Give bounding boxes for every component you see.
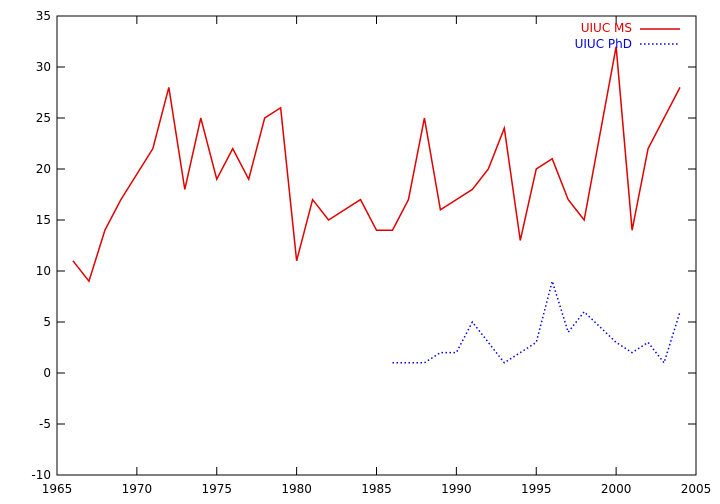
y-tick-label: 10 bbox=[36, 264, 51, 278]
legend-label-phd: UIUC PhD bbox=[575, 37, 632, 51]
x-tick-label: 1985 bbox=[361, 482, 392, 496]
series-layer bbox=[72, 46, 681, 365]
x-tick-label: 1965 bbox=[42, 482, 73, 496]
y-tick-label: 20 bbox=[36, 162, 51, 176]
y-tick-label: 0 bbox=[43, 366, 51, 380]
x-tick-label: 1995 bbox=[521, 482, 552, 496]
y-tick-label: 5 bbox=[43, 315, 51, 329]
x-tick-label: 1990 bbox=[441, 482, 472, 496]
legend: UIUC MS UIUC PhD bbox=[575, 21, 680, 51]
y-axis: -10 -5 0 5 10 15 20 25 30 35 bbox=[31, 9, 696, 482]
legend-label-ms: UIUC MS bbox=[581, 21, 632, 35]
y-tick-label: 15 bbox=[36, 213, 51, 227]
x-tick-label: 2005 bbox=[681, 482, 712, 496]
y-tick-label: 35 bbox=[36, 9, 51, 23]
x-tick-label: 1975 bbox=[201, 482, 232, 496]
y-tick-label: -10 bbox=[31, 468, 51, 482]
plot-frame bbox=[56, 15, 697, 476]
series-line-ms bbox=[72, 46, 681, 283]
y-tick-label: 30 bbox=[36, 60, 51, 74]
y-tick-label: 25 bbox=[36, 111, 51, 125]
x-tick-label: 1970 bbox=[122, 482, 153, 496]
y-tick-label: -5 bbox=[39, 417, 51, 431]
x-tick-label: 1980 bbox=[281, 482, 312, 496]
x-axis: 1965 1970 1975 1980 1985 1990 1995 2000 2005 bbox=[42, 16, 712, 496]
x-tick-label: 2000 bbox=[601, 482, 632, 496]
series-line-phd bbox=[392, 278, 681, 365]
